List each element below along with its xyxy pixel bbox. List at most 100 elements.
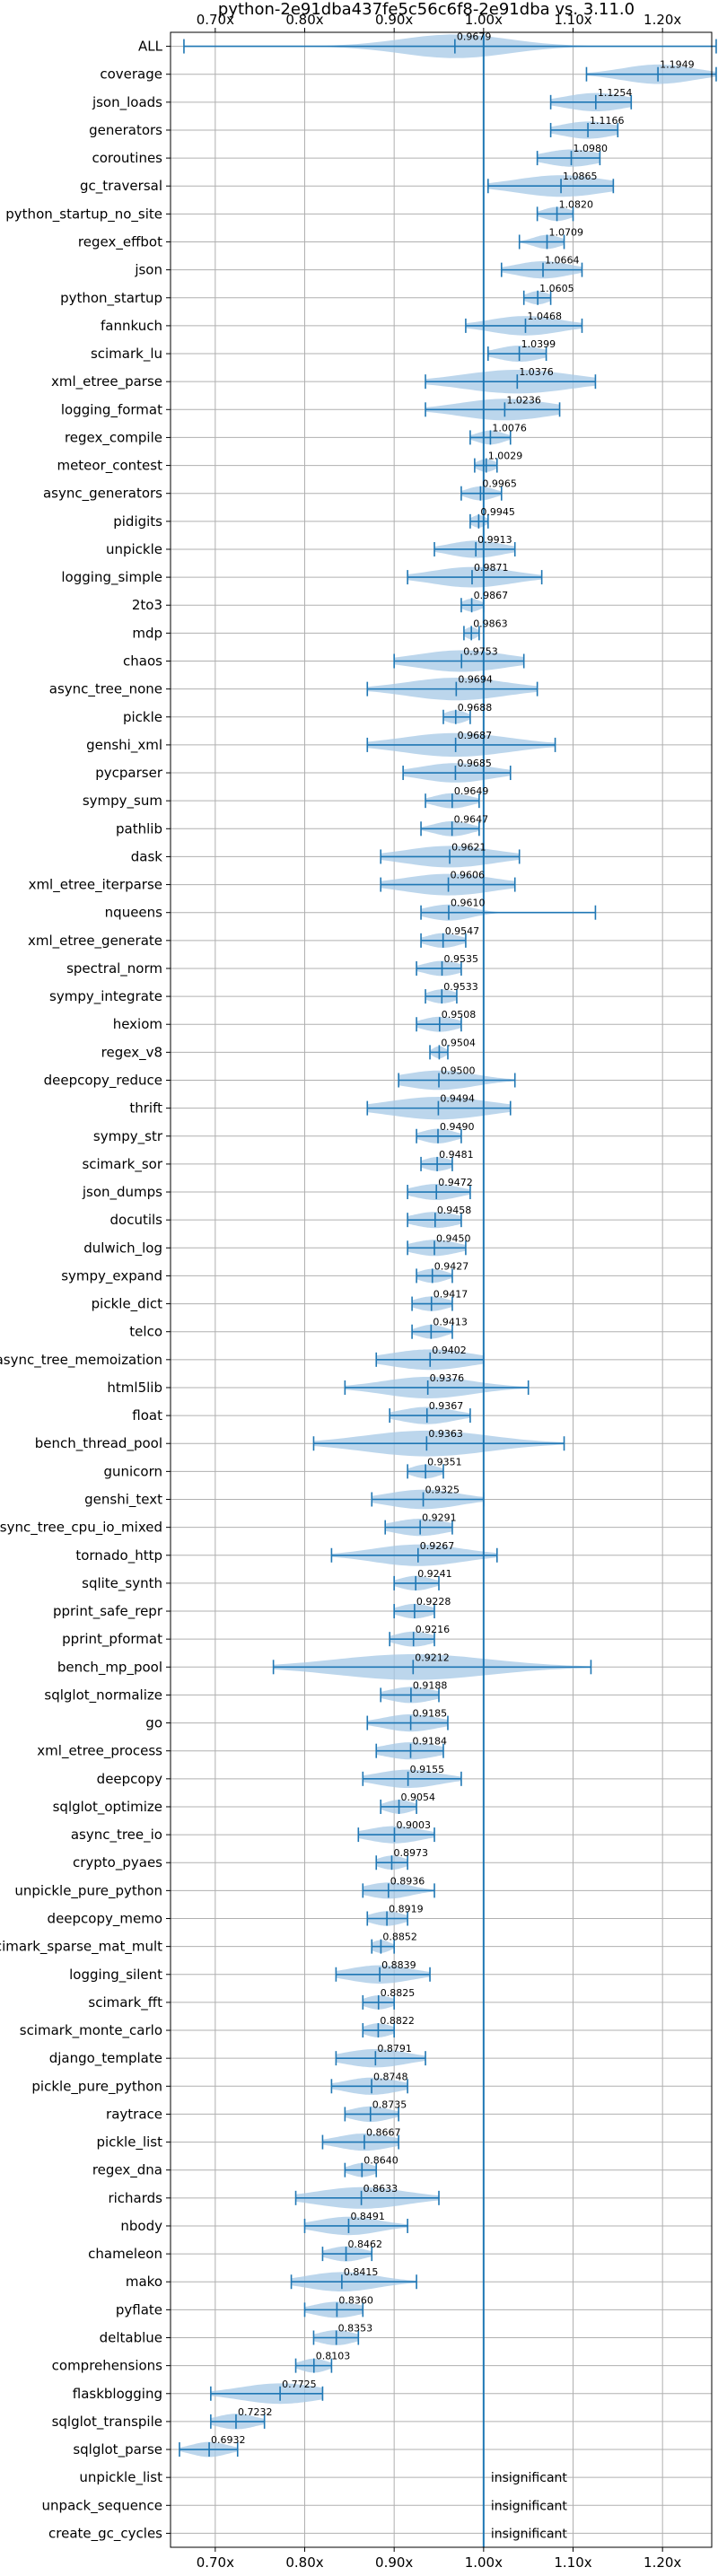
- category-label: hexiom: [113, 1016, 162, 1032]
- category-label: regex_effbot: [78, 234, 162, 251]
- value-label: 0.8415: [344, 2266, 379, 2278]
- category-label: float: [132, 1407, 162, 1424]
- category-label: create_gc_cycles: [48, 2525, 162, 2542]
- category-label: dask: [131, 848, 163, 864]
- value-label: 0.9533: [443, 981, 478, 993]
- category-label: mdp: [132, 625, 162, 641]
- value-label: 0.9490: [440, 1121, 475, 1133]
- value-label: 0.9472: [438, 1177, 473, 1188]
- label-layer: 0.9679 1.1949 1.1254 1.1166 1.0980 1.0865 1.08…: [211, 31, 695, 2542]
- value-label: 1.0468: [527, 311, 562, 322]
- category-label: python_startup: [60, 290, 162, 307]
- value-label: 0.9351: [427, 1456, 462, 1468]
- category-label: bench_mp_pool: [57, 1659, 162, 1676]
- category-label: async_tree_io: [71, 1827, 162, 1844]
- x-tick-label-bottom: 1.00x: [465, 2554, 503, 2571]
- value-label: 0.9494: [440, 1093, 475, 1105]
- category-label: docutils: [110, 1212, 163, 1228]
- value-label: 0.9647: [454, 813, 489, 825]
- category-label: genshi_text: [84, 1492, 162, 1509]
- category-label: regex_v8: [101, 1044, 162, 1061]
- category-label: sympy_integrate: [49, 988, 162, 1005]
- value-label: 1.0399: [521, 338, 556, 350]
- category-label: regex_dna: [92, 2162, 162, 2179]
- category-label: logging_silent: [69, 1967, 162, 1984]
- value-label: 0.9965: [482, 478, 517, 490]
- value-label: 0.9508: [442, 1009, 477, 1021]
- x-tick-label-bottom: 0.90x: [375, 2554, 413, 2571]
- value-label: 0.9621: [451, 841, 486, 853]
- value-label: 0.9325: [425, 1485, 460, 1496]
- value-label: 0.8103: [316, 2351, 351, 2362]
- category-label: genshi_xml: [86, 737, 162, 754]
- category-label: async_tree_none: [49, 681, 162, 698]
- x-tick-label-top: 0.70x: [197, 12, 234, 28]
- value-label: 0.9867: [474, 590, 509, 601]
- value-label: 0.8852: [382, 1932, 417, 1943]
- category-label: sqlite_synth: [82, 1575, 162, 1592]
- value-label: 1.0709: [549, 227, 584, 239]
- category-label: bench_thread_pool: [35, 1435, 162, 1452]
- value-label: 0.9504: [441, 1037, 476, 1048]
- category-label: gc_traversal: [80, 178, 162, 195]
- value-label: 0.9228: [416, 1596, 451, 1608]
- category-label: sympy_expand: [61, 1267, 162, 1284]
- value-label: 0.8936: [390, 1875, 425, 1887]
- value-label: 1.0980: [574, 143, 609, 154]
- category-label: pidigits: [113, 513, 162, 530]
- value-label: 0.8825: [381, 1987, 416, 1999]
- category-label: coverage: [100, 66, 162, 83]
- value-label: 0.8748: [373, 2071, 408, 2082]
- category-label: sympy_str: [93, 1128, 163, 1145]
- value-label: 0.9188: [413, 1679, 448, 1691]
- category-label: sqlglot_transpile: [52, 2414, 162, 2431]
- value-label: 0.6932: [211, 2434, 246, 2446]
- value-label: 0.9402: [432, 1345, 467, 1356]
- value-label: 0.9679: [457, 31, 492, 43]
- value-label: 0.9458: [437, 1205, 472, 1216]
- value-label: 0.9413: [433, 1317, 468, 1328]
- value-label: 0.9606: [451, 870, 486, 881]
- value-label: 0.9753: [463, 646, 498, 658]
- category-label: pprint_pformat: [62, 1631, 162, 1648]
- value-label: 1.1166: [590, 115, 625, 127]
- category-label: sympy_sum: [83, 793, 162, 810]
- value-label: 1.0029: [488, 451, 523, 462]
- x-tick-label-top: 1.00x: [465, 12, 503, 28]
- category-label: xml_etree_process: [37, 1743, 162, 1760]
- category-label: unpickle_pure_python: [14, 1882, 162, 1899]
- category-label: xml_etree_generate: [28, 933, 162, 950]
- category-label: dulwich_log: [83, 1240, 162, 1257]
- category-label: scimark_lu: [91, 346, 162, 363]
- value-label: 1.0376: [519, 366, 554, 378]
- value-label: 0.9155: [410, 1764, 445, 1775]
- value-label: 0.8640: [363, 2155, 398, 2167]
- category-label: deltablue: [100, 2330, 162, 2346]
- category-label: pyflate: [116, 2301, 162, 2318]
- value-label: 0.9212: [415, 1652, 450, 1663]
- category-label: pathlib: [116, 820, 162, 837]
- category-label: json_dumps: [82, 1184, 162, 1201]
- category-label: scimark_monte_carlo: [20, 2022, 162, 2039]
- value-label: 0.7725: [282, 2379, 317, 2390]
- category-label: logging_simple: [61, 569, 162, 586]
- category-label: pycparser: [95, 765, 163, 781]
- value-label: 1.0664: [545, 255, 580, 267]
- value-label: 0.9649: [454, 785, 489, 797]
- category-label: gunicorn: [103, 1463, 162, 1479]
- x-tick-label-top: 1.10x: [554, 12, 591, 28]
- category-label: nbody: [120, 2218, 162, 2234]
- value-label: 0.9863: [473, 618, 508, 629]
- value-label: 0.9417: [433, 1289, 468, 1301]
- value-label: 1.1949: [660, 59, 695, 71]
- category-label: deepcopy: [97, 1771, 162, 1787]
- value-label: 0.9367: [429, 1400, 463, 1412]
- value-label: 0.9216: [416, 1624, 451, 1635]
- value-label: 0.9610: [451, 898, 486, 909]
- category-label: python_startup_no_site: [5, 206, 162, 223]
- value-label: 0.9685: [457, 758, 492, 769]
- category-label: spectral_norm: [66, 960, 162, 977]
- category-label: deepcopy_memo: [48, 1911, 162, 1928]
- category-label: async_tree_cpu_io_mixed: [0, 1520, 162, 1537]
